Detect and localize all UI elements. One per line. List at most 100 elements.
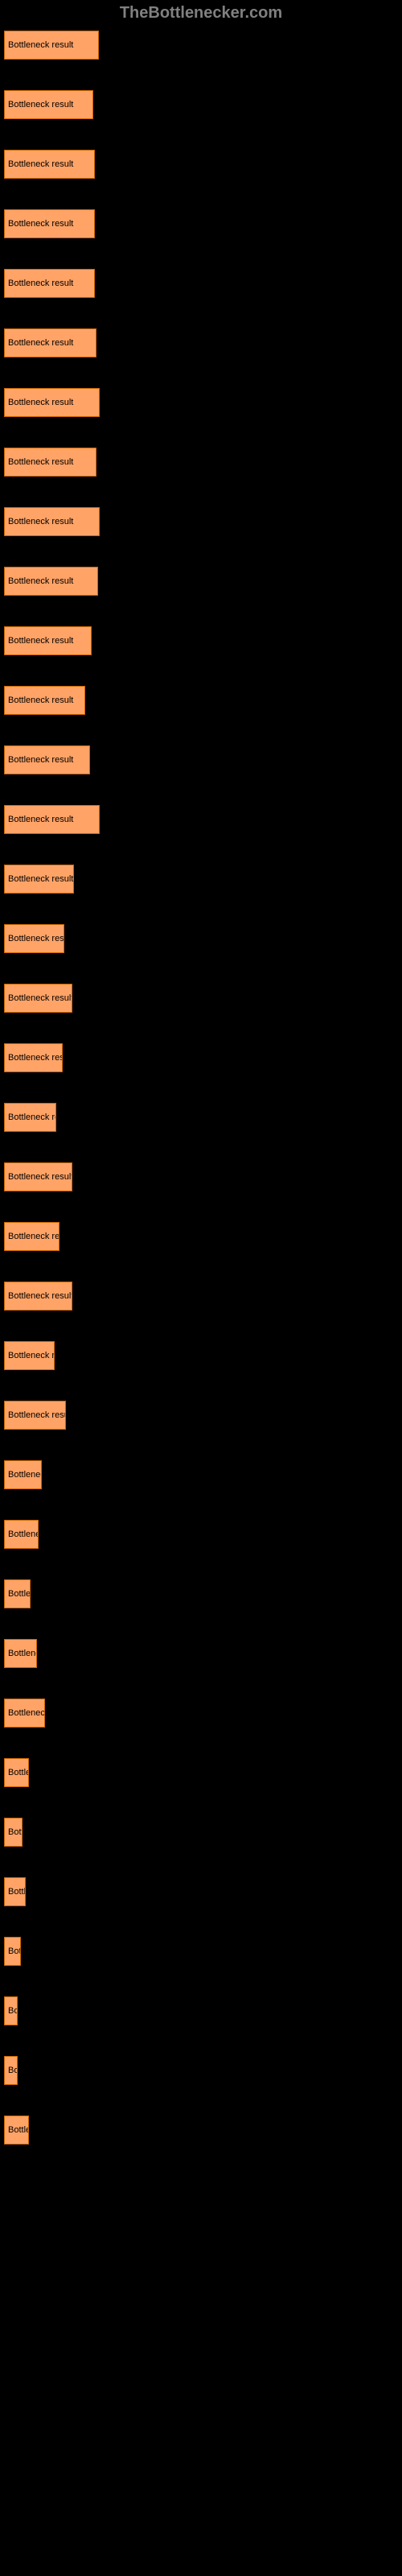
bar[interactable]: Bo [4, 2056, 18, 2085]
bar-row: Bottleneck result [4, 1162, 398, 1191]
bar-row: Bottleneck result [4, 745, 398, 774]
bar-row: Bottl [4, 1877, 398, 1906]
bar-text: Bottleneck result [8, 993, 72, 1003]
bottleneck-chart: Bottleneck result Bottleneck result Bottle… [0, 31, 402, 2145]
bar-row: Bottleneck result [4, 1043, 398, 1072]
bar-row: Bottle [4, 2116, 398, 2145]
bar[interactable]: Bottleneck result [4, 686, 85, 715]
bar-text: Bottleneck result [8, 696, 73, 705]
bar-row: Bottleneck result [4, 805, 398, 834]
bar[interactable]: Bottleneck result [4, 388, 100, 417]
bar-text: Bottleneck result [8, 338, 73, 348]
bar-row: Bottleneck result [4, 1401, 398, 1430]
bar-text: Bottle [8, 1768, 29, 1777]
bar[interactable]: Bot [4, 1937, 21, 1966]
bar-text: Bottleneck result [8, 576, 73, 586]
bar[interactable]: Bottl [4, 1877, 26, 1906]
bar-text: Bottlene [8, 1530, 39, 1539]
bar-row: Bottleneck result [4, 984, 398, 1013]
bar[interactable]: Bottleneck res [4, 1103, 56, 1132]
bar-text: Bottleneck result [8, 398, 73, 407]
bar-text: Bottleneck [8, 1708, 45, 1718]
bar[interactable]: Bottleneck result [4, 567, 98, 596]
bar[interactable]: Bottleneck result [4, 626, 92, 655]
bar-text: Bottle [8, 1589, 31, 1599]
bar[interactable]: Bottlenec [4, 1460, 42, 1489]
bar-row: Bot [4, 1937, 398, 1966]
bar-text: Bottleneck result [8, 815, 73, 824]
bar[interactable]: Bottle [4, 1579, 31, 1608]
bar-row: Bottleneck result [4, 209, 398, 238]
bar[interactable]: Bottleneck result [4, 90, 93, 119]
bar[interactable]: Bottleneck result [4, 745, 90, 774]
bar-row: Bottleneck result [4, 1282, 398, 1311]
bar[interactable]: Bottleneck [4, 1699, 45, 1728]
bar[interactable]: Bottlene [4, 1639, 37, 1668]
bar-row: Bottleneck result [4, 328, 398, 357]
bar-text: Bottleneck result [8, 1410, 66, 1420]
bar[interactable]: Bottleneck result [4, 1043, 63, 1072]
bar-row: Bottleneck result [4, 448, 398, 477]
bar-row: Bottle [4, 1579, 398, 1608]
bar-text: Bottleneck result [8, 517, 73, 526]
bar[interactable]: Bottleneck result [4, 209, 95, 238]
bar-text: Bottlenec [8, 1470, 42, 1480]
bar-text: Bottleneck result [8, 100, 73, 109]
bar[interactable]: Bott [4, 1818, 23, 1847]
bar-text: Bottleneck result [8, 457, 73, 467]
bar-text: Bottlene [8, 1649, 37, 1658]
bar[interactable]: Bottleneck resul [4, 1222, 59, 1251]
bar-text: Bottleneck result [8, 934, 64, 943]
bar[interactable]: Bottleneck result [4, 805, 100, 834]
bar-text: Bottleneck result [8, 1291, 72, 1301]
bar[interactable]: Bottle [4, 1758, 29, 1787]
bar-text: Bottleneck result [8, 279, 73, 288]
bar-row: Bottleneck result [4, 269, 398, 298]
bar-text: Bottl [8, 1887, 26, 1897]
bar-row: Bottleneck result [4, 567, 398, 596]
bar[interactable]: Bottleneck result [4, 269, 95, 298]
bar-row: Bottle [4, 1758, 398, 1787]
bar[interactable]: Bottleneck result [4, 507, 100, 536]
bar-row: Bottlenec [4, 1460, 398, 1489]
bar-text: Bottleneck res [8, 1351, 55, 1360]
bar-text: Bott [8, 1827, 23, 1837]
bar[interactable]: Bottleneck result [4, 31, 99, 60]
bar-row: Bottleneck result [4, 388, 398, 417]
bar-row: Bott [4, 1818, 398, 1847]
bar-row: Bottleneck resul [4, 1222, 398, 1251]
bar[interactable]: Bottlene [4, 1520, 39, 1549]
bar[interactable]: Bottleneck result [4, 448, 96, 477]
bar[interactable]: Bottleneck result [4, 984, 72, 1013]
bar-text: Bot [8, 1946, 21, 1956]
bar[interactable]: Bottle [4, 2116, 29, 2145]
bar[interactable]: Bo [4, 1996, 18, 2025]
bar[interactable]: Bottleneck result [4, 865, 74, 894]
bar-row: Bottleneck result [4, 626, 398, 655]
bar-row: Bottleneck result [4, 507, 398, 536]
bar-row: Bottlene [4, 1639, 398, 1668]
bar-row: Bottleneck [4, 1699, 398, 1728]
bar[interactable]: Bottleneck result [4, 1282, 72, 1311]
bar-text: Bottleneck result [8, 219, 73, 229]
bar[interactable]: Bottleneck result [4, 1401, 66, 1430]
bar-text: Bottleneck result [8, 40, 73, 50]
bar[interactable]: Bottleneck result [4, 1162, 72, 1191]
bar-row: Bo [4, 1996, 398, 2025]
bar-text: Bottleneck res [8, 1113, 56, 1122]
bar[interactable]: Bottleneck result [4, 150, 95, 179]
bar[interactable]: Bottleneck result [4, 924, 64, 953]
bar-row: Bottleneck result [4, 924, 398, 953]
bar-text: Bottleneck result [8, 1172, 72, 1182]
bar[interactable]: Bottleneck res [4, 1341, 55, 1370]
bar-row: Bottlene [4, 1520, 398, 1549]
bar-row: Bottleneck res [4, 1341, 398, 1370]
bar-text: Bottleneck result [8, 874, 73, 884]
bar-row: Bottleneck result [4, 686, 398, 715]
bar-row: Bottleneck result [4, 865, 398, 894]
bar-row: Bottleneck result [4, 150, 398, 179]
bar-text: Bo [8, 2066, 18, 2075]
bar-text: Bo [8, 2006, 18, 2016]
bar[interactable]: Bottleneck result [4, 328, 96, 357]
site-logo: TheBottlenecker.com [0, 4, 402, 23]
